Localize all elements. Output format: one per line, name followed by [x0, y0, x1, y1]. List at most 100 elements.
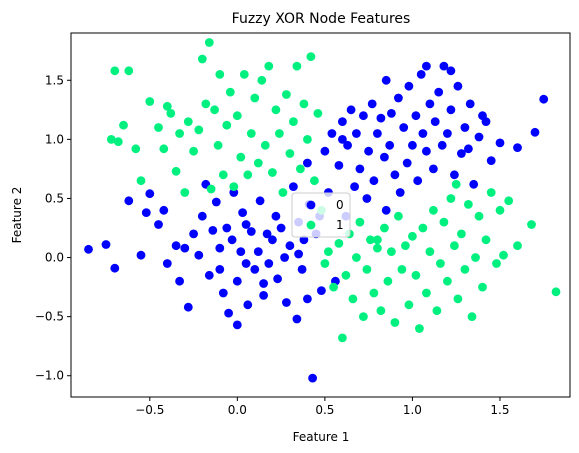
point-class-0: [159, 206, 168, 215]
point-class-1: [443, 277, 452, 286]
point-class-1: [419, 224, 428, 233]
point-class-0: [399, 123, 408, 132]
point-class-1: [415, 324, 424, 333]
point-class-1: [405, 300, 414, 309]
point-class-0: [408, 141, 417, 150]
point-class-1: [384, 277, 393, 286]
point-class-1: [380, 224, 389, 233]
point-class-1: [475, 212, 484, 221]
point-class-0: [363, 194, 372, 203]
y-tick-label: 0.5: [45, 191, 64, 205]
point-class-1: [329, 283, 338, 292]
point-class-1: [286, 149, 295, 158]
point-class-1: [226, 88, 235, 97]
point-class-1: [356, 218, 365, 227]
point-class-1: [398, 265, 407, 274]
legend-label-0: 0: [336, 198, 344, 212]
point-class-0: [142, 208, 151, 217]
point-class-0: [137, 251, 146, 260]
x-tick-label: 1.0: [403, 403, 422, 417]
point-class-1: [184, 117, 193, 126]
point-class-0: [352, 129, 361, 138]
x-axis-ticks: −0.5 0.0 0.5 1.0 1.5: [135, 397, 509, 417]
point-class-0: [180, 244, 189, 253]
point-class-0: [487, 156, 496, 165]
point-class-0: [328, 129, 337, 138]
point-class-1: [154, 123, 163, 132]
point-class-1: [275, 129, 284, 138]
point-class-0: [268, 235, 277, 244]
point-class-1: [450, 241, 459, 250]
point-class-1: [214, 141, 223, 150]
point-class-0: [273, 274, 282, 283]
point-class-1: [373, 235, 382, 244]
point-class-0: [377, 114, 386, 123]
point-class-1: [335, 239, 344, 248]
point-class-1: [394, 212, 403, 221]
point-class-1: [310, 176, 319, 185]
point-class-0: [298, 265, 307, 274]
point-class-0: [259, 279, 268, 288]
point-class-0: [172, 241, 181, 250]
y-tick-label: 1.5: [45, 73, 64, 87]
point-class-1: [412, 271, 421, 280]
point-class-0: [238, 208, 247, 217]
point-class-1: [338, 334, 347, 343]
point-class-0: [426, 100, 435, 109]
legend-label-1: 1: [336, 218, 344, 232]
point-class-1: [293, 62, 302, 71]
point-class-1: [261, 141, 270, 150]
point-class-0: [496, 139, 505, 148]
point-class-1: [207, 185, 216, 194]
point-class-0: [469, 180, 478, 189]
point-class-0: [228, 235, 237, 244]
point-class-0: [350, 182, 359, 191]
point-class-0: [356, 165, 365, 174]
point-class-0: [184, 303, 193, 312]
point-class-1: [303, 135, 312, 144]
point-class-1: [496, 206, 505, 215]
point-class-0: [338, 135, 347, 144]
point-class-0: [391, 170, 400, 179]
point-class-1: [282, 90, 291, 99]
point-class-1: [243, 170, 252, 179]
point-class-0: [394, 94, 403, 103]
point-class-1: [131, 144, 140, 153]
point-class-0: [447, 105, 456, 114]
point-class-1: [272, 105, 281, 114]
point-class-1: [159, 144, 168, 153]
point-class-0: [429, 165, 438, 174]
point-class-1: [124, 66, 133, 75]
point-class-1: [370, 289, 379, 298]
point-class-0: [163, 259, 172, 268]
point-class-1: [254, 159, 263, 168]
point-class-0: [317, 286, 326, 295]
point-class-1: [487, 188, 496, 197]
point-class-0: [464, 144, 473, 153]
point-class-0: [364, 147, 373, 156]
point-class-0: [475, 133, 484, 142]
point-class-1: [440, 218, 449, 227]
point-class-1: [145, 97, 154, 106]
point-class-1: [426, 247, 435, 256]
point-class-1: [391, 318, 400, 327]
point-class-1: [377, 306, 386, 315]
y-tick-label: 1.0: [45, 132, 64, 146]
point-class-0: [412, 111, 421, 120]
point-class-0: [478, 111, 487, 120]
point-class-1: [321, 259, 330, 268]
point-class-0: [215, 265, 224, 274]
x-tick-label: 0.5: [315, 403, 334, 417]
point-class-1: [210, 105, 219, 114]
point-class-1: [513, 241, 522, 250]
point-class-0: [205, 271, 214, 280]
point-class-1: [447, 194, 456, 203]
point-class-1: [461, 265, 470, 274]
point-class-1: [198, 55, 207, 64]
point-class-0: [513, 143, 522, 152]
point-class-1: [499, 251, 508, 260]
point-class-0: [289, 182, 298, 191]
point-class-0: [454, 82, 463, 91]
point-class-0: [308, 374, 317, 383]
